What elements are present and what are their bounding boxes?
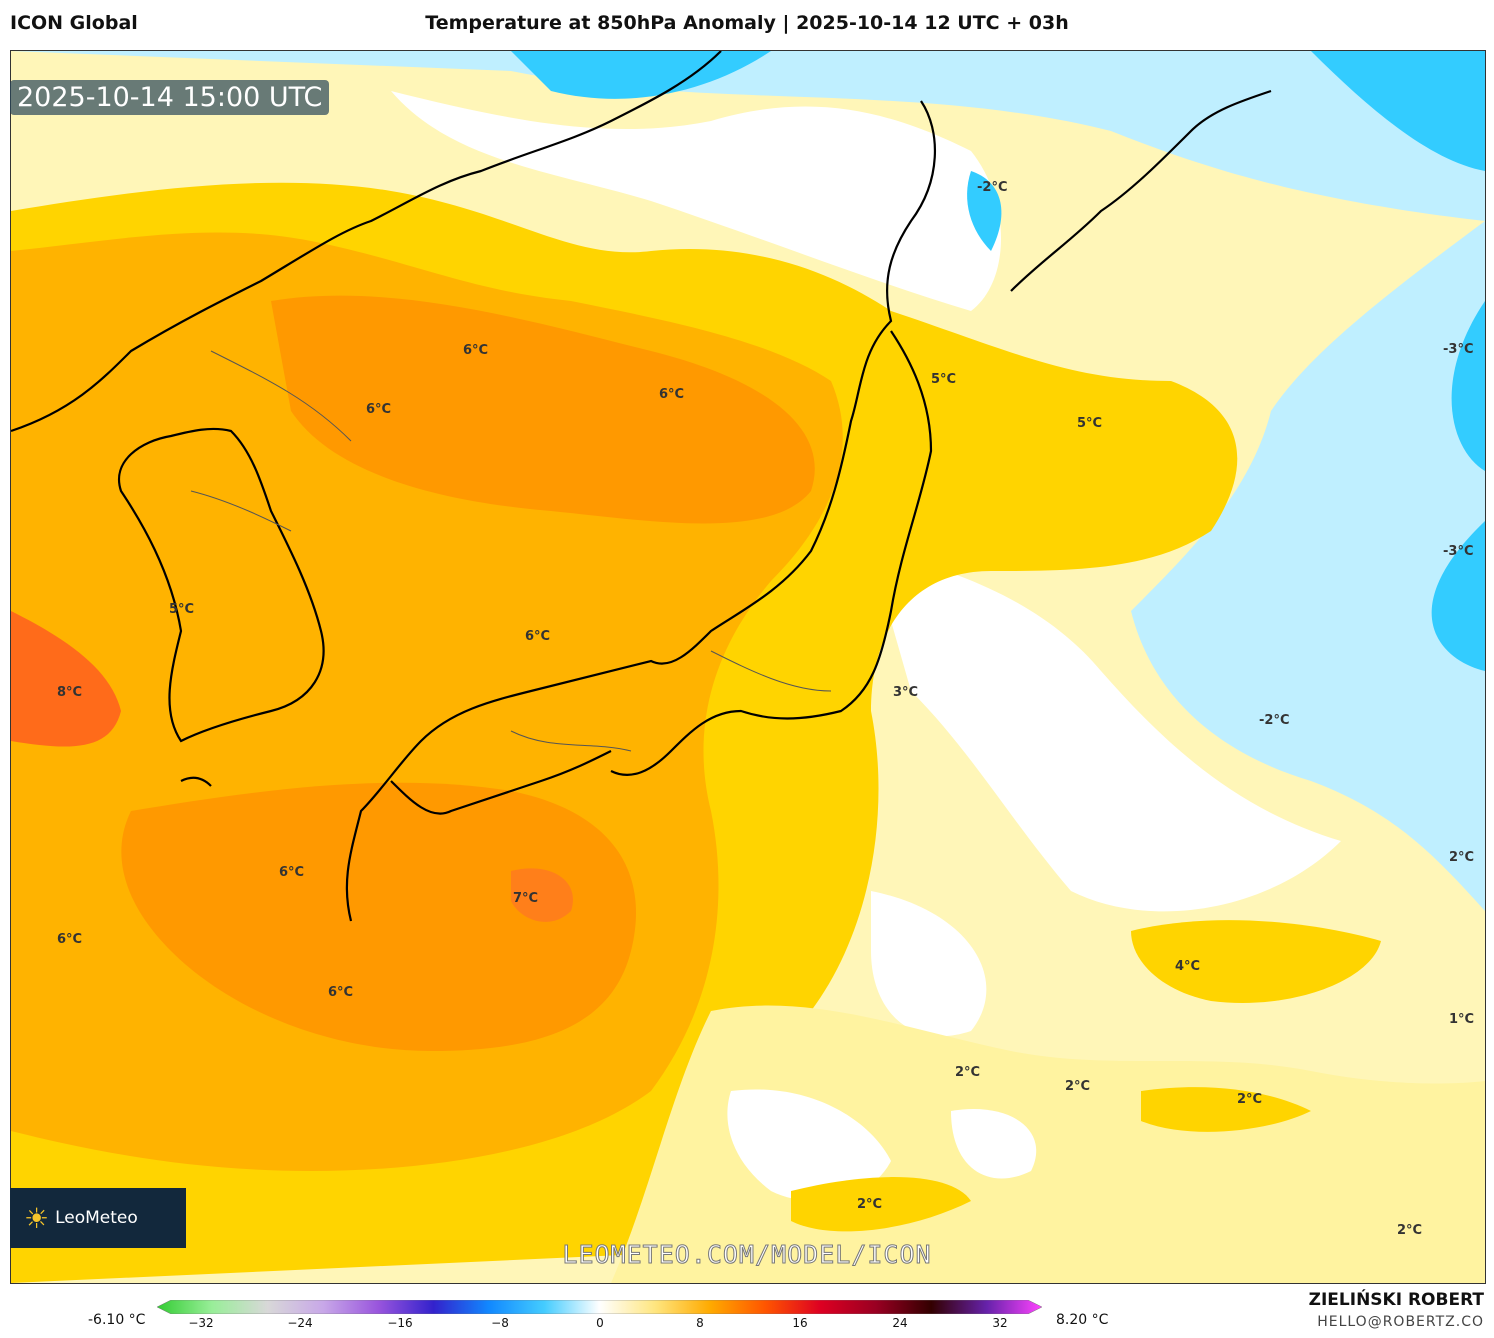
legend-tick: 16 — [792, 1316, 808, 1330]
contour-label: 1°C — [1449, 1012, 1474, 1027]
contour-label: 2°C — [1237, 1092, 1262, 1107]
contour-label: 3°C — [893, 685, 918, 700]
chart-title: Temperature at 850hPa Anomaly | 2025-10-… — [425, 12, 1069, 34]
model-name: ICON Global — [10, 12, 138, 34]
contour-label: 2°C — [1449, 850, 1474, 865]
color-legend: -6.10 °C −32 −24 −16 −8 0 8 16 24 32 8.2… — [0, 1290, 1494, 1338]
contour-label: 6°C — [366, 402, 391, 417]
legend-max-value: 8.20 °C — [1056, 1312, 1109, 1328]
legend-tick: −8 — [491, 1316, 509, 1330]
map-panel[interactable]: -2°C -3°C -3°C 6°C 6°C 6°C 5°C 5°C 5°C 6… — [10, 50, 1486, 1284]
legend-tick: 0 — [596, 1316, 604, 1330]
legend-tick: 24 — [892, 1316, 908, 1330]
contour-label: 6°C — [279, 865, 304, 880]
legend-ticks: −32 −24 −16 −8 0 8 16 24 32 — [157, 1316, 1042, 1334]
contour-label: 6°C — [659, 387, 684, 402]
contour-label: 4°C — [1175, 959, 1200, 974]
contour-label: 6°C — [57, 932, 82, 947]
contour-label: 2°C — [857, 1197, 882, 1212]
contour-label: 7°C — [513, 891, 538, 906]
anomaly-map: -2°C -3°C -3°C 6°C 6°C 6°C 5°C 5°C 5°C 6… — [11, 51, 1485, 1283]
legend-tick: −32 — [188, 1316, 214, 1330]
legend-tick: 8 — [696, 1316, 704, 1330]
author-name: ZIELIŃSKI ROBERT — [1308, 1290, 1484, 1310]
contour-label: -3°C — [1443, 342, 1473, 357]
contour-label: 6°C — [328, 985, 353, 1000]
legend-tick: −16 — [387, 1316, 413, 1330]
legend-color-bar — [157, 1300, 1042, 1314]
contour-label: -2°C — [1259, 713, 1289, 728]
contour-label: 5°C — [931, 372, 956, 387]
contour-label: 2°C — [955, 1065, 980, 1080]
contour-label: 8°C — [57, 685, 82, 700]
contour-label: 5°C — [1077, 416, 1102, 431]
watermark-url: LEOMETEO.COM/MODEL/ICON — [562, 1240, 932, 1270]
contour-label: -2°C — [977, 180, 1007, 195]
contour-label: 2°C — [1065, 1079, 1090, 1094]
contour-label: 6°C — [463, 343, 488, 358]
author-credit: ZIELIŃSKI ROBERT HELLO@ROBERTZ.CO — [1309, 1290, 1484, 1330]
contour-label: 2°C — [1397, 1223, 1422, 1238]
contour-label: 6°C — [525, 629, 550, 644]
contour-label: 5°C — [169, 602, 194, 617]
leometeo-logo[interactable]: ☀ LeoMeteo — [10, 1188, 186, 1248]
author-email[interactable]: HELLO@ROBERTZ.CO — [1317, 1314, 1484, 1330]
valid-time-badge: 2025-10-14 15:00 UTC — [10, 80, 330, 115]
sun-icon: ☀ — [24, 1201, 50, 1235]
contour-label: -3°C — [1443, 544, 1473, 559]
logo-text: LeoMeteo — [55, 1208, 138, 1228]
legend-min-value: -6.10 °C — [88, 1312, 146, 1328]
legend-tick: −24 — [287, 1316, 313, 1330]
legend-tick: 32 — [992, 1316, 1008, 1330]
